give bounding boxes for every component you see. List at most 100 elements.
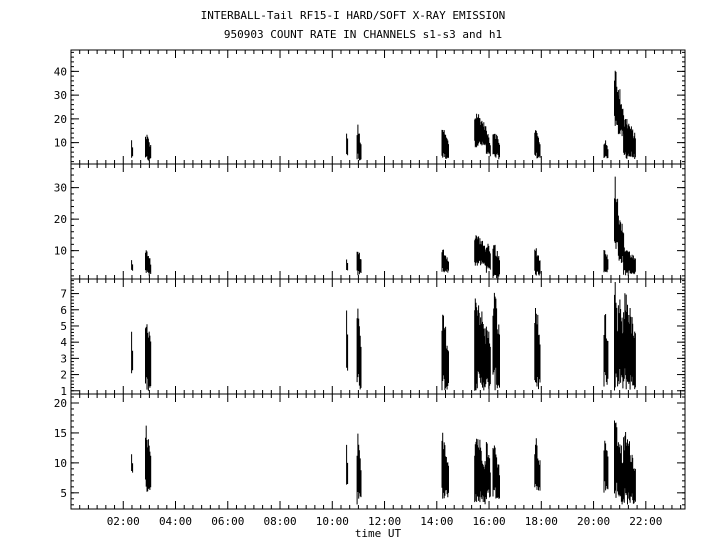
x-tick-label: 02:00: [107, 515, 140, 528]
burst-trace: [145, 324, 152, 391]
burst-trace: [617, 89, 625, 137]
x-tick-label: 14:00: [420, 515, 453, 528]
x-tick-label: 22:00: [629, 515, 662, 528]
panel-2-frame: [70, 163, 686, 280]
panel-2-burst-10: [603, 250, 609, 273]
panel-3-burst-7: [485, 326, 491, 389]
burst-trace: [614, 420, 619, 498]
burst-trace: [603, 440, 609, 493]
panel-1-burst-1: [131, 140, 134, 158]
y-tick-label: 5: [60, 320, 67, 333]
panel-4-burst-3: [346, 444, 349, 485]
x-tick-label: 18:00: [525, 515, 558, 528]
burst-trace: [346, 444, 349, 485]
panel-1-frame: [70, 49, 686, 165]
burst-trace: [492, 244, 500, 279]
burst-trace: [603, 250, 609, 273]
y-tick-label: 30: [54, 182, 67, 195]
burst-trace: [441, 314, 449, 391]
y-tick-label: 3: [60, 352, 67, 365]
burst-trace: [534, 308, 541, 390]
y-tick-label: 2: [60, 369, 67, 382]
y-tick-label: 5: [60, 487, 67, 500]
panel-3-frame: [70, 278, 686, 395]
burst-trace: [623, 119, 636, 159]
burst-trace: [485, 326, 491, 389]
panel-3-burst-10: [603, 314, 609, 387]
panel-3-burst-1: [131, 331, 134, 374]
burst-trace: [346, 310, 349, 371]
panel-4-burst-6: [474, 438, 487, 505]
panel-4-burst-8: [492, 445, 500, 499]
panel-2-burst-12: [617, 220, 625, 263]
panel-4-burst-7: [485, 442, 491, 498]
panel-4-burst-11: [614, 420, 619, 498]
burst-trace: [492, 133, 500, 160]
burst-trace: [356, 124, 362, 161]
burst-trace: [131, 140, 134, 158]
burst-trace: [356, 308, 362, 390]
x-axis-label: time UT: [355, 527, 402, 540]
panel-3-burst-9: [534, 308, 541, 390]
y-tick-label: 7: [60, 288, 67, 301]
x-tick-label: 10:00: [316, 515, 349, 528]
panel-3-burst-6: [474, 298, 487, 391]
panel-3-burst-2: [145, 324, 152, 391]
burst-trace: [492, 445, 500, 499]
panel-1-burst-12: [617, 89, 625, 137]
burst-trace: [623, 432, 636, 505]
panel-2-burst-13: [623, 247, 636, 276]
panel-1-burst-8: [492, 133, 500, 160]
panel-2-burst-6: [474, 235, 487, 266]
y-tick-label: 20: [54, 213, 67, 226]
burst-trace: [534, 438, 541, 491]
panel-4-burst-2: [145, 425, 152, 492]
y-tick-label: 15: [54, 427, 67, 440]
burst-trace: [131, 454, 134, 473]
panel-4-frame: [70, 393, 686, 510]
panel-2-burst-1: [131, 260, 134, 271]
burst-trace: [441, 432, 449, 499]
burst-trace: [614, 176, 619, 249]
panel-1-burst-7: [485, 131, 491, 157]
x-tick-label: 16:00: [472, 515, 505, 528]
x-tick-label: 08:00: [263, 515, 296, 528]
y-tick-label: 40: [54, 65, 67, 78]
burst-trace: [614, 282, 619, 391]
panel-4-burst-1: [131, 454, 134, 473]
burst-trace: [131, 260, 134, 271]
panel-3-burst-12: [617, 299, 625, 389]
panel-2-burst-9: [534, 248, 541, 276]
panel-1-burst-4: [356, 124, 362, 161]
panel-3-burst-11: [614, 282, 619, 391]
y-tick-label: 4: [60, 336, 67, 349]
panel-2-burst-8: [492, 244, 500, 279]
panel-2-burst-7: [485, 243, 491, 273]
panel-4-burst-12: [617, 444, 625, 505]
burst-trace: [346, 133, 349, 156]
burst-trace: [474, 298, 487, 391]
panel-4-burst-10: [603, 440, 609, 493]
burst-trace: [617, 444, 625, 505]
burst-trace: [441, 129, 449, 159]
panel-4-burst-4: [356, 433, 362, 505]
burst-trace: [356, 251, 362, 276]
burst-trace: [603, 140, 609, 159]
panel-2-burst-5: [441, 249, 449, 273]
panel-3-burst-13: [623, 293, 636, 390]
burst-trace: [356, 433, 362, 505]
burst-trace: [346, 259, 349, 271]
burst-trace: [474, 113, 487, 148]
burst-trace: [485, 243, 491, 273]
y-tick-label: 20: [54, 397, 67, 410]
y-tick-label: 30: [54, 89, 67, 102]
chart-title: INTERBALL-Tail RF15-I HARD/SOFT X-RAY EM…: [200, 9, 506, 22]
y-tick-label: 10: [54, 457, 67, 470]
burst-trace: [617, 299, 625, 389]
burst-trace: [623, 247, 636, 276]
panel-3-burst-8: [492, 292, 500, 391]
panel-1-burst-3: [346, 133, 349, 156]
x-tick-label: 12:00: [368, 515, 401, 528]
burst-trace: [534, 130, 541, 159]
